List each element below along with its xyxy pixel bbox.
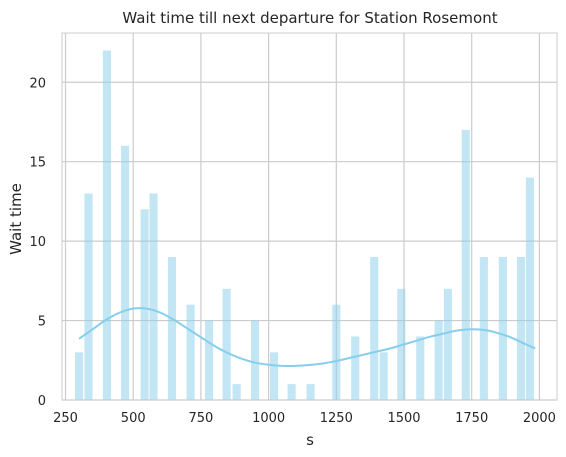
histogram-bar xyxy=(287,384,296,400)
histogram-bar xyxy=(306,384,315,400)
x-tick-label: 1500 xyxy=(387,411,420,426)
x-tick-label: 500 xyxy=(121,411,146,426)
histogram-bar xyxy=(222,288,231,400)
histogram-bar xyxy=(84,193,93,400)
histogram-bar xyxy=(332,304,341,400)
histogram-bar xyxy=(232,384,241,400)
x-tick-label: 250 xyxy=(53,411,78,426)
histogram-bar xyxy=(443,288,452,400)
histogram-bar xyxy=(102,50,112,400)
y-tick-label: 5 xyxy=(38,315,46,330)
histogram-bar xyxy=(167,257,177,400)
histogram-bar xyxy=(416,336,425,400)
histogram-bar xyxy=(479,257,488,400)
histogram-bar xyxy=(149,193,158,400)
histogram-bar xyxy=(351,336,360,400)
y-tick-label: 0 xyxy=(38,394,46,409)
histogram-bar xyxy=(379,352,388,400)
histogram-bar xyxy=(269,352,279,400)
y-tick-label: 15 xyxy=(29,156,46,171)
histogram-bar xyxy=(121,145,130,400)
histogram-bar xyxy=(251,320,260,400)
y-axis-label: Wait time xyxy=(7,183,25,255)
x-tick-label: 1000 xyxy=(252,411,285,426)
y-tick-label: 20 xyxy=(29,76,46,91)
histogram-bar xyxy=(498,257,507,400)
y-tick-label: 10 xyxy=(29,235,46,250)
plot-frame xyxy=(61,32,558,401)
histogram-bar xyxy=(370,257,379,400)
histogram-bar xyxy=(525,177,534,400)
histogram-bar xyxy=(140,209,149,400)
y-tick-labels: 0 5 10 15 20 xyxy=(29,76,46,409)
histogram-bar xyxy=(516,257,526,400)
histogram-bar xyxy=(461,129,470,400)
x-axis-label: s xyxy=(306,431,314,449)
x-tick-label: 750 xyxy=(189,411,214,426)
x-tick-label: 1750 xyxy=(455,411,488,426)
chart-title: Wait time till next departure for Statio… xyxy=(122,9,497,27)
bars xyxy=(74,50,534,400)
histogram-bar xyxy=(186,304,195,400)
x-tick-label: 1250 xyxy=(320,411,353,426)
histogram-bar xyxy=(204,320,214,400)
histogram-bar xyxy=(74,352,84,400)
kde-line xyxy=(78,307,536,367)
x-tick-labels: 250 500 750 1000 1250 1500 1750 2000 xyxy=(53,411,556,426)
x-tick-label: 2000 xyxy=(523,411,556,426)
histogram-bar xyxy=(434,320,443,400)
